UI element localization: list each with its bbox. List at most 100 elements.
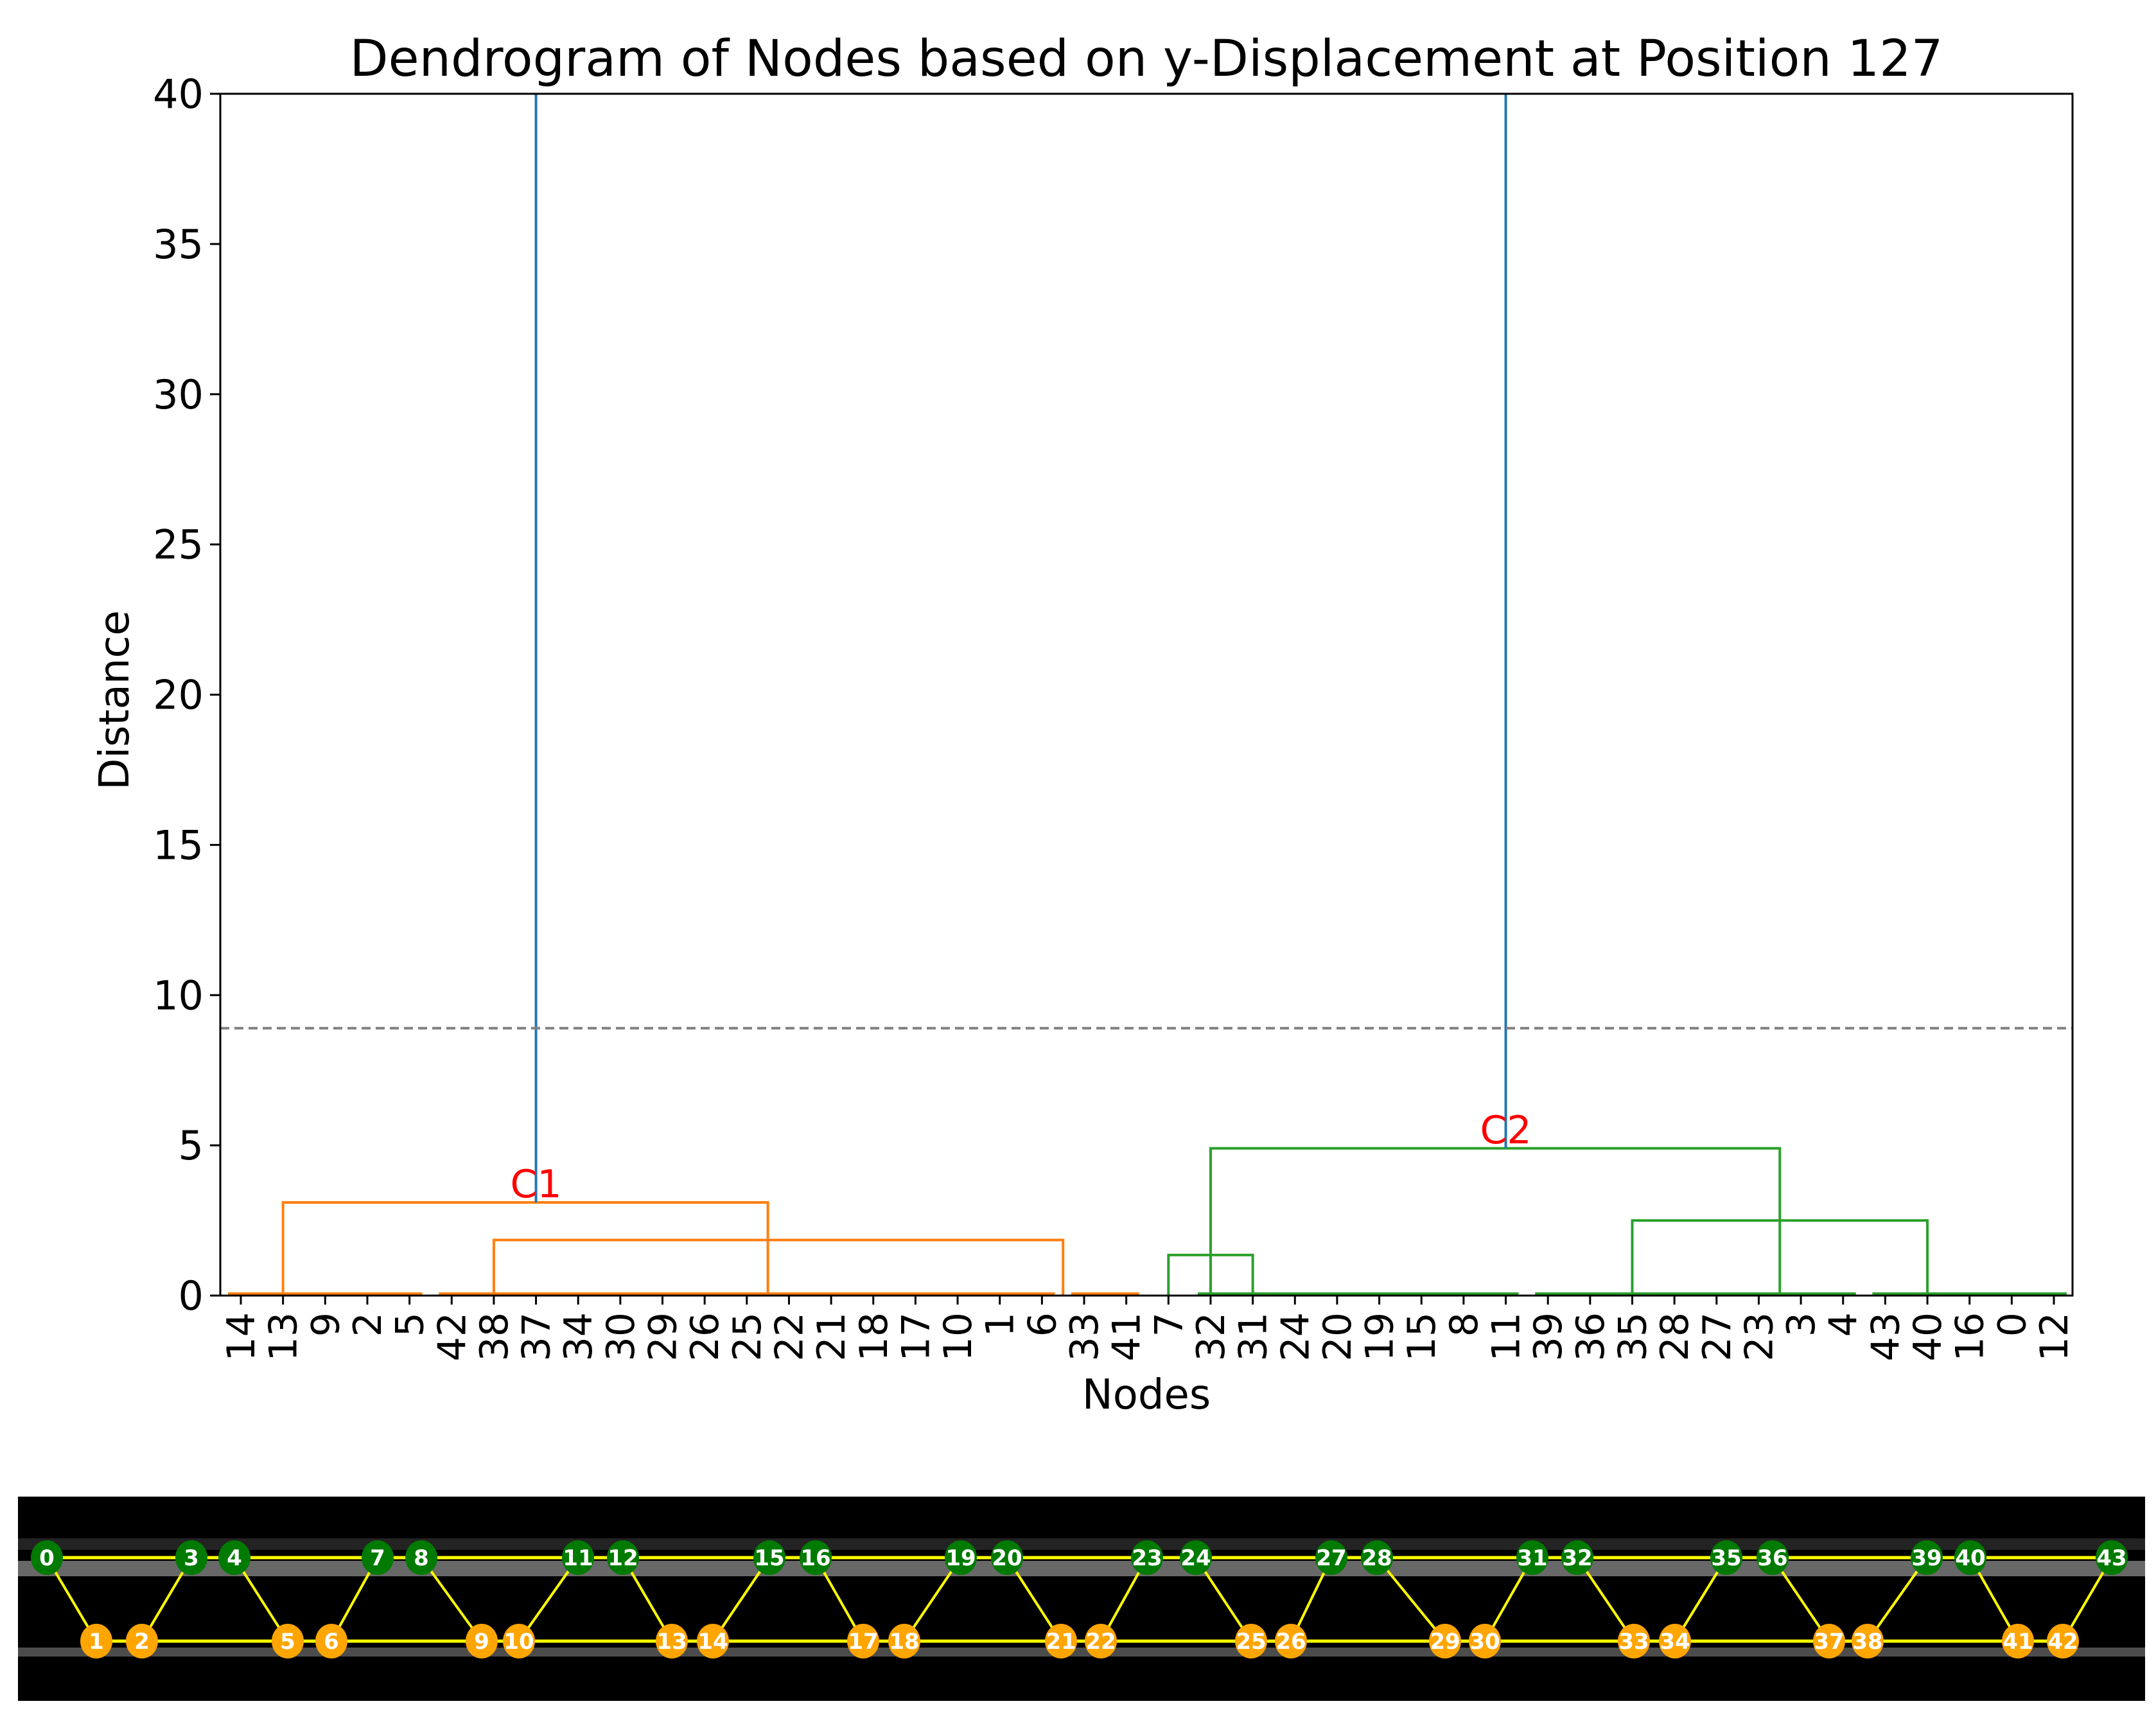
graph-node: 21 <box>1045 1624 1077 1658</box>
svg-text:1: 1 <box>89 1629 104 1655</box>
svg-text:14: 14 <box>697 1629 728 1655</box>
leaf-label: 20 <box>1315 1312 1360 1361</box>
cluster-label-c2: C2 <box>1480 1108 1531 1153</box>
svg-text:22: 22 <box>1085 1629 1116 1655</box>
leaf-label: 19 <box>1358 1312 1403 1361</box>
node-graph-image: 0 3 4 7 8 11 12 15 16 19 20 23 24 27 28 31 32 35 36 39 40 43 1… <box>18 1497 2145 1701</box>
leaf-label: 25 <box>725 1312 770 1361</box>
leaf-label: 0 <box>1990 1312 2035 1337</box>
graph-node: 19 <box>945 1540 977 1575</box>
y-tick-label: 20 <box>153 672 204 719</box>
graph-node: 12 <box>607 1540 639 1575</box>
leaf-label: 37 <box>514 1312 559 1361</box>
cluster-label-c1: C1 <box>511 1162 562 1207</box>
graph-node: 31 <box>1516 1540 1548 1575</box>
svg-text:33: 33 <box>1618 1629 1649 1655</box>
svg-text:3: 3 <box>184 1545 199 1571</box>
dendrogram-link <box>281 1201 769 1296</box>
leaf-label: 36 <box>1568 1312 1613 1361</box>
svg-text:28: 28 <box>1362 1545 1392 1571</box>
svg-text:36: 36 <box>1757 1545 1787 1571</box>
leaf-label: 42 <box>430 1312 475 1361</box>
leaf-label: 8 <box>1442 1312 1487 1337</box>
graph-node: 7 <box>362 1540 394 1575</box>
graph-node: 16 <box>800 1540 832 1575</box>
leaf-label: 26 <box>683 1312 728 1361</box>
svg-text:7: 7 <box>370 1545 385 1571</box>
graph-node: 30 <box>1469 1624 1501 1658</box>
leaf-label: 24 <box>1273 1312 1318 1361</box>
y-tick-label: 40 <box>153 71 204 118</box>
leaf-label: 2 <box>346 1312 390 1337</box>
svg-text:34: 34 <box>1660 1629 1690 1655</box>
svg-text:25: 25 <box>1236 1629 1266 1655</box>
svg-text:0: 0 <box>39 1545 55 1571</box>
y-tick-label: 10 <box>153 972 204 1019</box>
y-tick-label: 35 <box>153 221 204 268</box>
svg-text:43: 43 <box>2096 1545 2126 1571</box>
leaf-label: 6 <box>1020 1312 1065 1337</box>
leaf-label: 41 <box>1105 1312 1150 1361</box>
graph-node: 11 <box>562 1540 594 1575</box>
svg-text:32: 32 <box>1562 1545 1592 1571</box>
leaf-label: 21 <box>809 1312 854 1361</box>
graph-node: 40 <box>1954 1540 1986 1575</box>
graph-node: 41 <box>2002 1624 2034 1658</box>
y-axis-ticks: 0 5 10 15 20 25 30 35 40 <box>153 71 220 1319</box>
svg-text:24: 24 <box>1180 1545 1211 1571</box>
svg-text:18: 18 <box>889 1629 919 1655</box>
dendrogram-link <box>492 1238 1065 1296</box>
axes-frame <box>219 92 2074 1297</box>
leaf-label: 43 <box>1863 1312 1908 1361</box>
leaf-label: 11 <box>1484 1312 1529 1361</box>
svg-text:16: 16 <box>800 1545 830 1571</box>
leaf-label: 22 <box>767 1312 812 1361</box>
svg-text:5: 5 <box>280 1629 295 1655</box>
x-axis-leaf-labels: 1413925423837343029262522211817101633417… <box>219 1296 2077 1361</box>
svg-text:17: 17 <box>848 1629 878 1655</box>
leaf-label: 31 <box>1231 1312 1276 1361</box>
svg-text:37: 37 <box>1814 1629 1844 1655</box>
graph-node: 5 <box>272 1624 304 1658</box>
graph-node: 33 <box>1618 1624 1650 1658</box>
svg-text:40: 40 <box>1955 1545 1985 1571</box>
graph-node: 24 <box>1180 1540 1212 1575</box>
graph-node: 42 <box>2047 1624 2079 1658</box>
leaf-label: 30 <box>599 1312 644 1361</box>
leaf-label: 9 <box>303 1312 348 1337</box>
svg-text:2: 2 <box>134 1629 150 1655</box>
graph-node: 27 <box>1315 1540 1347 1575</box>
leaf-label: 40 <box>1906 1312 1950 1361</box>
graph-node: 28 <box>1361 1540 1393 1575</box>
svg-text:10: 10 <box>504 1629 534 1655</box>
chart-title: Dendrogram of Nodes based on y-Displacem… <box>350 30 1943 88</box>
graph-node: 0 <box>31 1540 63 1575</box>
svg-text:19: 19 <box>945 1545 976 1571</box>
leaf-label: 15 <box>1399 1312 1444 1361</box>
svg-text:42: 42 <box>2047 1629 2078 1655</box>
leaf-label: 1 <box>978 1312 1023 1337</box>
svg-text:8: 8 <box>414 1545 429 1571</box>
svg-text:13: 13 <box>656 1629 687 1655</box>
leaf-label: 7 <box>1146 1312 1191 1337</box>
graph-node: 32 <box>1561 1540 1593 1575</box>
y-tick-label: 25 <box>153 522 204 568</box>
svg-text:12: 12 <box>608 1545 638 1571</box>
graph-node: 22 <box>1085 1624 1117 1658</box>
leaf-label: 18 <box>852 1312 897 1361</box>
svg-text:31: 31 <box>1517 1545 1547 1571</box>
leaf-label: 16 <box>1948 1312 1993 1361</box>
svg-text:4: 4 <box>227 1545 242 1571</box>
leaf-label: 14 <box>219 1312 264 1361</box>
leaf-label: 3 <box>1779 1312 1824 1337</box>
leaf-label: 13 <box>261 1312 306 1361</box>
leaf-label: 29 <box>641 1312 686 1361</box>
leaf-label: 17 <box>893 1312 938 1361</box>
leaf-label: 23 <box>1737 1312 1782 1361</box>
graph-node: 36 <box>1757 1540 1789 1575</box>
svg-text:21: 21 <box>1046 1629 1076 1655</box>
svg-text:9: 9 <box>474 1629 489 1655</box>
graph-node: 17 <box>847 1624 879 1658</box>
graph-node: 15 <box>753 1540 785 1575</box>
leaf-label: 27 <box>1695 1312 1740 1361</box>
